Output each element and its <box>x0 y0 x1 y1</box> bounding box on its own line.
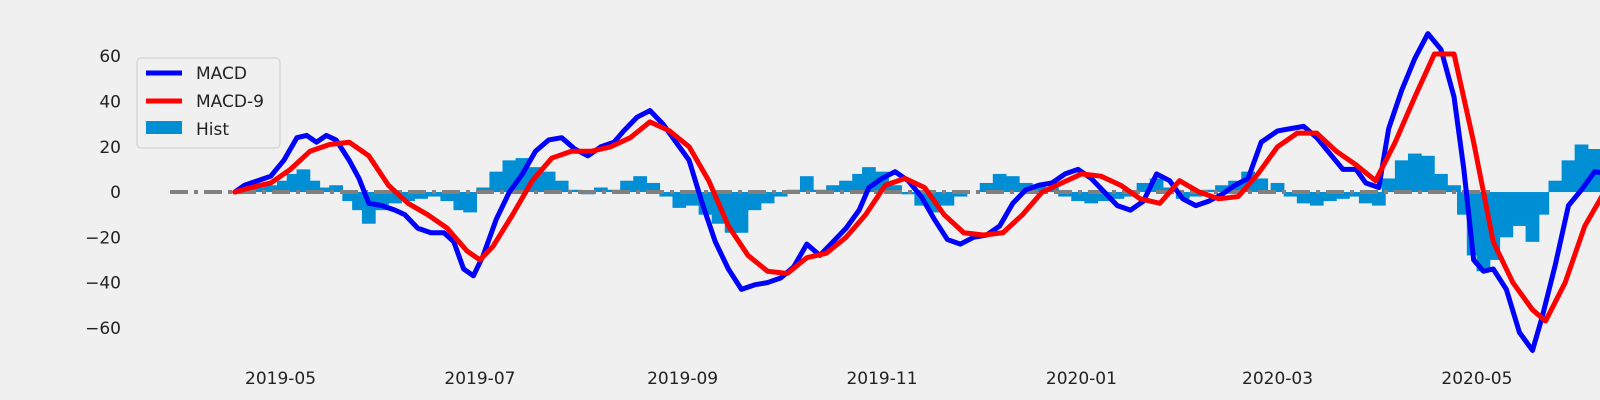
x-tick-label: 2020-01 <box>1046 369 1117 389</box>
hist-bar-88 <box>1358 192 1373 204</box>
hist-bar-67 <box>1084 192 1099 204</box>
hist-bar-77 <box>1215 185 1229 193</box>
hist-bar-82 <box>1283 192 1298 197</box>
hist-bar-25 <box>541 171 556 193</box>
hist-bar-47 <box>826 185 840 193</box>
hist-bar-103 <box>1535 192 1550 215</box>
signal-line <box>232 51 1600 324</box>
legend-label-hist: Hist <box>196 120 229 140</box>
hist-bar-86 <box>1336 192 1350 199</box>
hist-bar-99 <box>1486 192 1501 260</box>
hist-bar-17 <box>440 192 455 202</box>
hist-bar-89 <box>1372 192 1386 206</box>
hist-bar-59 <box>979 182 994 193</box>
hist-bar-93 <box>1421 155 1435 193</box>
hist-bar-90 <box>1381 178 1396 193</box>
hist-bar-65 <box>1058 192 1072 197</box>
hist-bar-3 <box>276 180 291 193</box>
hist-bar-81 <box>1270 182 1285 193</box>
hist-bar-60 <box>992 173 1007 193</box>
legend: MACD MACD-9 Hist <box>136 57 281 149</box>
hist-bar-1 <box>250 187 265 193</box>
hist-bar-71 <box>1136 182 1151 193</box>
legend-label-macd: MACD <box>196 64 247 84</box>
hist-bar-21 <box>489 171 504 193</box>
hist-bar-33 <box>646 182 661 193</box>
hist-bar-20 <box>476 187 491 193</box>
hist-bar-80 <box>1254 178 1269 193</box>
hist-bar-6 <box>306 180 321 193</box>
hist-bar-45 <box>799 176 814 193</box>
x-tick-label: 2019-07 <box>444 369 515 389</box>
hist-bar-34 <box>659 192 674 197</box>
hist-bar-7 <box>316 187 330 193</box>
y-tick-label: −20 <box>85 228 121 248</box>
hist-bar-15 <box>414 192 428 199</box>
hist-bar-94 <box>1434 173 1448 193</box>
y-axis-ticks: −60 −40 −20 0 20 40 60 <box>85 47 121 339</box>
hist-bar-95 <box>1447 185 1461 193</box>
y-tick-label: 40 <box>99 92 121 112</box>
hist-bar-57 <box>953 192 968 197</box>
hist-bar-42 <box>760 192 775 204</box>
legend-label-signal: MACD-9 <box>196 92 264 112</box>
hist-bar-26 <box>554 180 569 193</box>
hist-bar-63 <box>1032 185 1046 193</box>
series-lines <box>232 31 1600 353</box>
hist-bar-75 <box>1188 192 1203 197</box>
hist-bar-76 <box>1202 189 1216 193</box>
hist-bar-87 <box>1349 192 1363 197</box>
hist-bar-52 <box>888 185 902 193</box>
hist-bar-35 <box>672 192 687 208</box>
hist-bar-36 <box>685 192 700 206</box>
legend-swatch-hist <box>146 121 182 134</box>
hist-bar-19 <box>463 192 478 213</box>
hist-bar-31 <box>620 180 634 193</box>
y-tick-label: 0 <box>110 183 121 203</box>
hist-bar-85 <box>1322 192 1337 202</box>
hist-bar-27 <box>567 189 582 193</box>
x-tick-label: 2019-05 <box>245 369 316 389</box>
hist-bar-68 <box>1097 192 1112 202</box>
hist-bar-61 <box>1005 176 1020 193</box>
y-tick-label: 60 <box>99 47 121 67</box>
hist-bar-29 <box>594 187 608 193</box>
x-tick-label: 2019-09 <box>647 369 718 389</box>
x-axis-ticks: 2019-05 2019-07 2019-09 2019-11 2020-01 2020-… <box>245 369 1512 389</box>
hist-bar-106 <box>1574 144 1589 193</box>
hist-bar-101 <box>1512 192 1527 226</box>
x-tick-label: 2020-05 <box>1441 369 1512 389</box>
hist-bar-8 <box>329 185 343 193</box>
hist-bar-16 <box>427 192 442 197</box>
hist-bar-32 <box>633 176 647 193</box>
hist-bar-104 <box>1548 180 1563 193</box>
x-tick-label: 2020-03 <box>1242 369 1313 389</box>
hist-bar-66 <box>1071 192 1085 202</box>
hist-bar-92 <box>1407 153 1422 193</box>
hist-bar-105 <box>1561 160 1576 193</box>
y-tick-label: −40 <box>85 274 121 294</box>
hist-bar-83 <box>1296 192 1311 204</box>
hist-bar-9 <box>342 192 357 202</box>
hist-bar-2 <box>263 185 278 193</box>
hist-bar-48 <box>839 180 853 193</box>
x-tick-label: 2019-11 <box>846 369 917 389</box>
hist-bar-13 <box>388 192 402 204</box>
hist-bar-56 <box>940 192 955 206</box>
hist-bar-69 <box>1110 192 1125 199</box>
hist-bar-43 <box>773 192 788 197</box>
hist-bar-41 <box>747 192 762 211</box>
hist-bar-91 <box>1394 160 1409 193</box>
macd-line <box>232 31 1600 353</box>
y-tick-label: 20 <box>99 138 121 158</box>
hist-bar-40 <box>734 192 749 233</box>
y-tick-label: −60 <box>85 319 121 339</box>
hist-bar-84 <box>1309 192 1324 206</box>
hist-bar-14 <box>401 192 415 202</box>
hist-bar-100 <box>1499 192 1514 238</box>
